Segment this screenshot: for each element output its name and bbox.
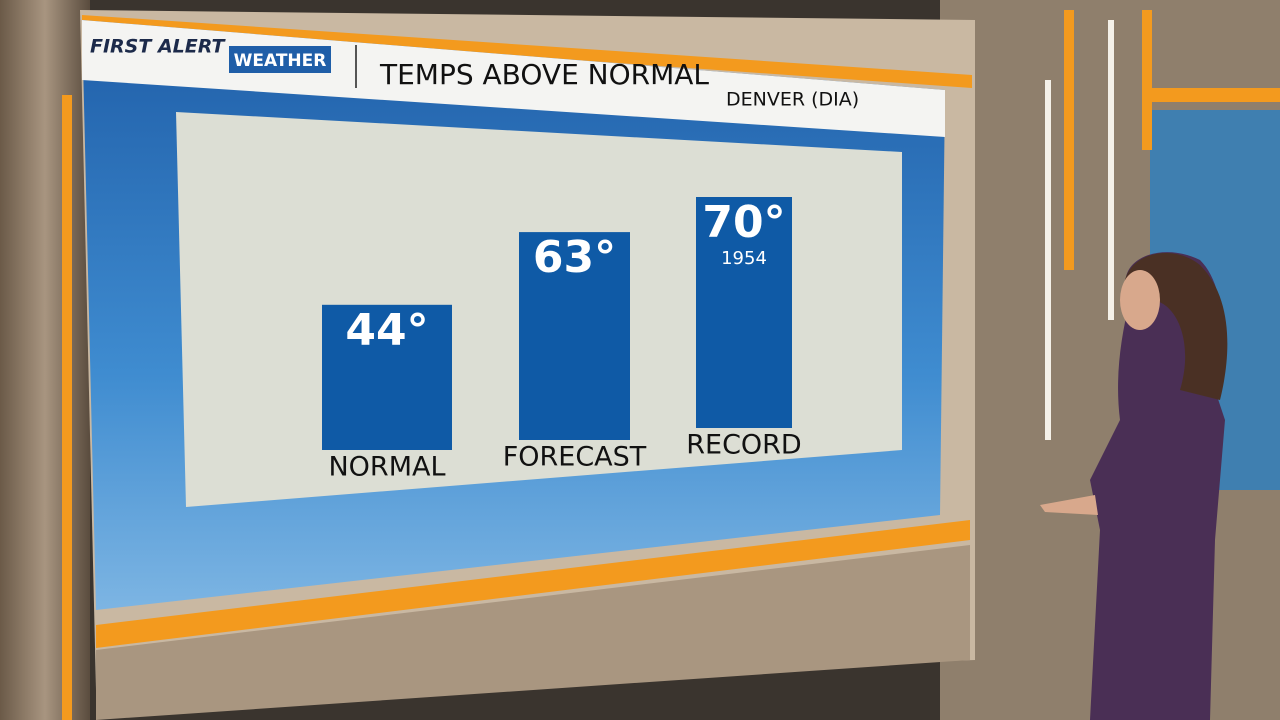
frame-top-light <box>82 15 972 88</box>
bars: 44° NORMAL 63° FORECAST 70°1954 RECORD <box>322 197 802 483</box>
bar <box>696 197 792 428</box>
chart-subtitle: DENVER (DIA) <box>726 89 859 111</box>
brand-badge <box>229 46 331 73</box>
presenter-face <box>1120 270 1160 330</box>
pillar-light <box>1142 10 1152 150</box>
presenter-hand <box>1040 495 1098 515</box>
chart-title: TEMPS ABOVE NORMAL <box>379 58 709 91</box>
value-label: 44° <box>345 305 428 356</box>
category-label: NORMAL <box>328 452 445 483</box>
brand-second: WEATHER <box>234 51 327 71</box>
bar <box>322 304 452 450</box>
pillar-led <box>1108 20 1114 320</box>
console <box>96 545 970 720</box>
value-label: 63° <box>533 232 616 283</box>
left-wall <box>0 0 90 720</box>
category-label: FORECAST <box>503 442 647 473</box>
bar <box>519 232 630 440</box>
pillar-light <box>1064 10 1074 270</box>
value-note: 1954 <box>721 248 767 269</box>
category-label: RECORD <box>686 430 801 461</box>
brand-first: FIRST ALERT <box>90 36 227 58</box>
value-label: 70° <box>702 197 785 248</box>
left-light <box>62 95 72 720</box>
frame-bottom-light <box>96 520 970 648</box>
pillar-led <box>1045 80 1051 440</box>
window-light <box>1150 88 1280 102</box>
